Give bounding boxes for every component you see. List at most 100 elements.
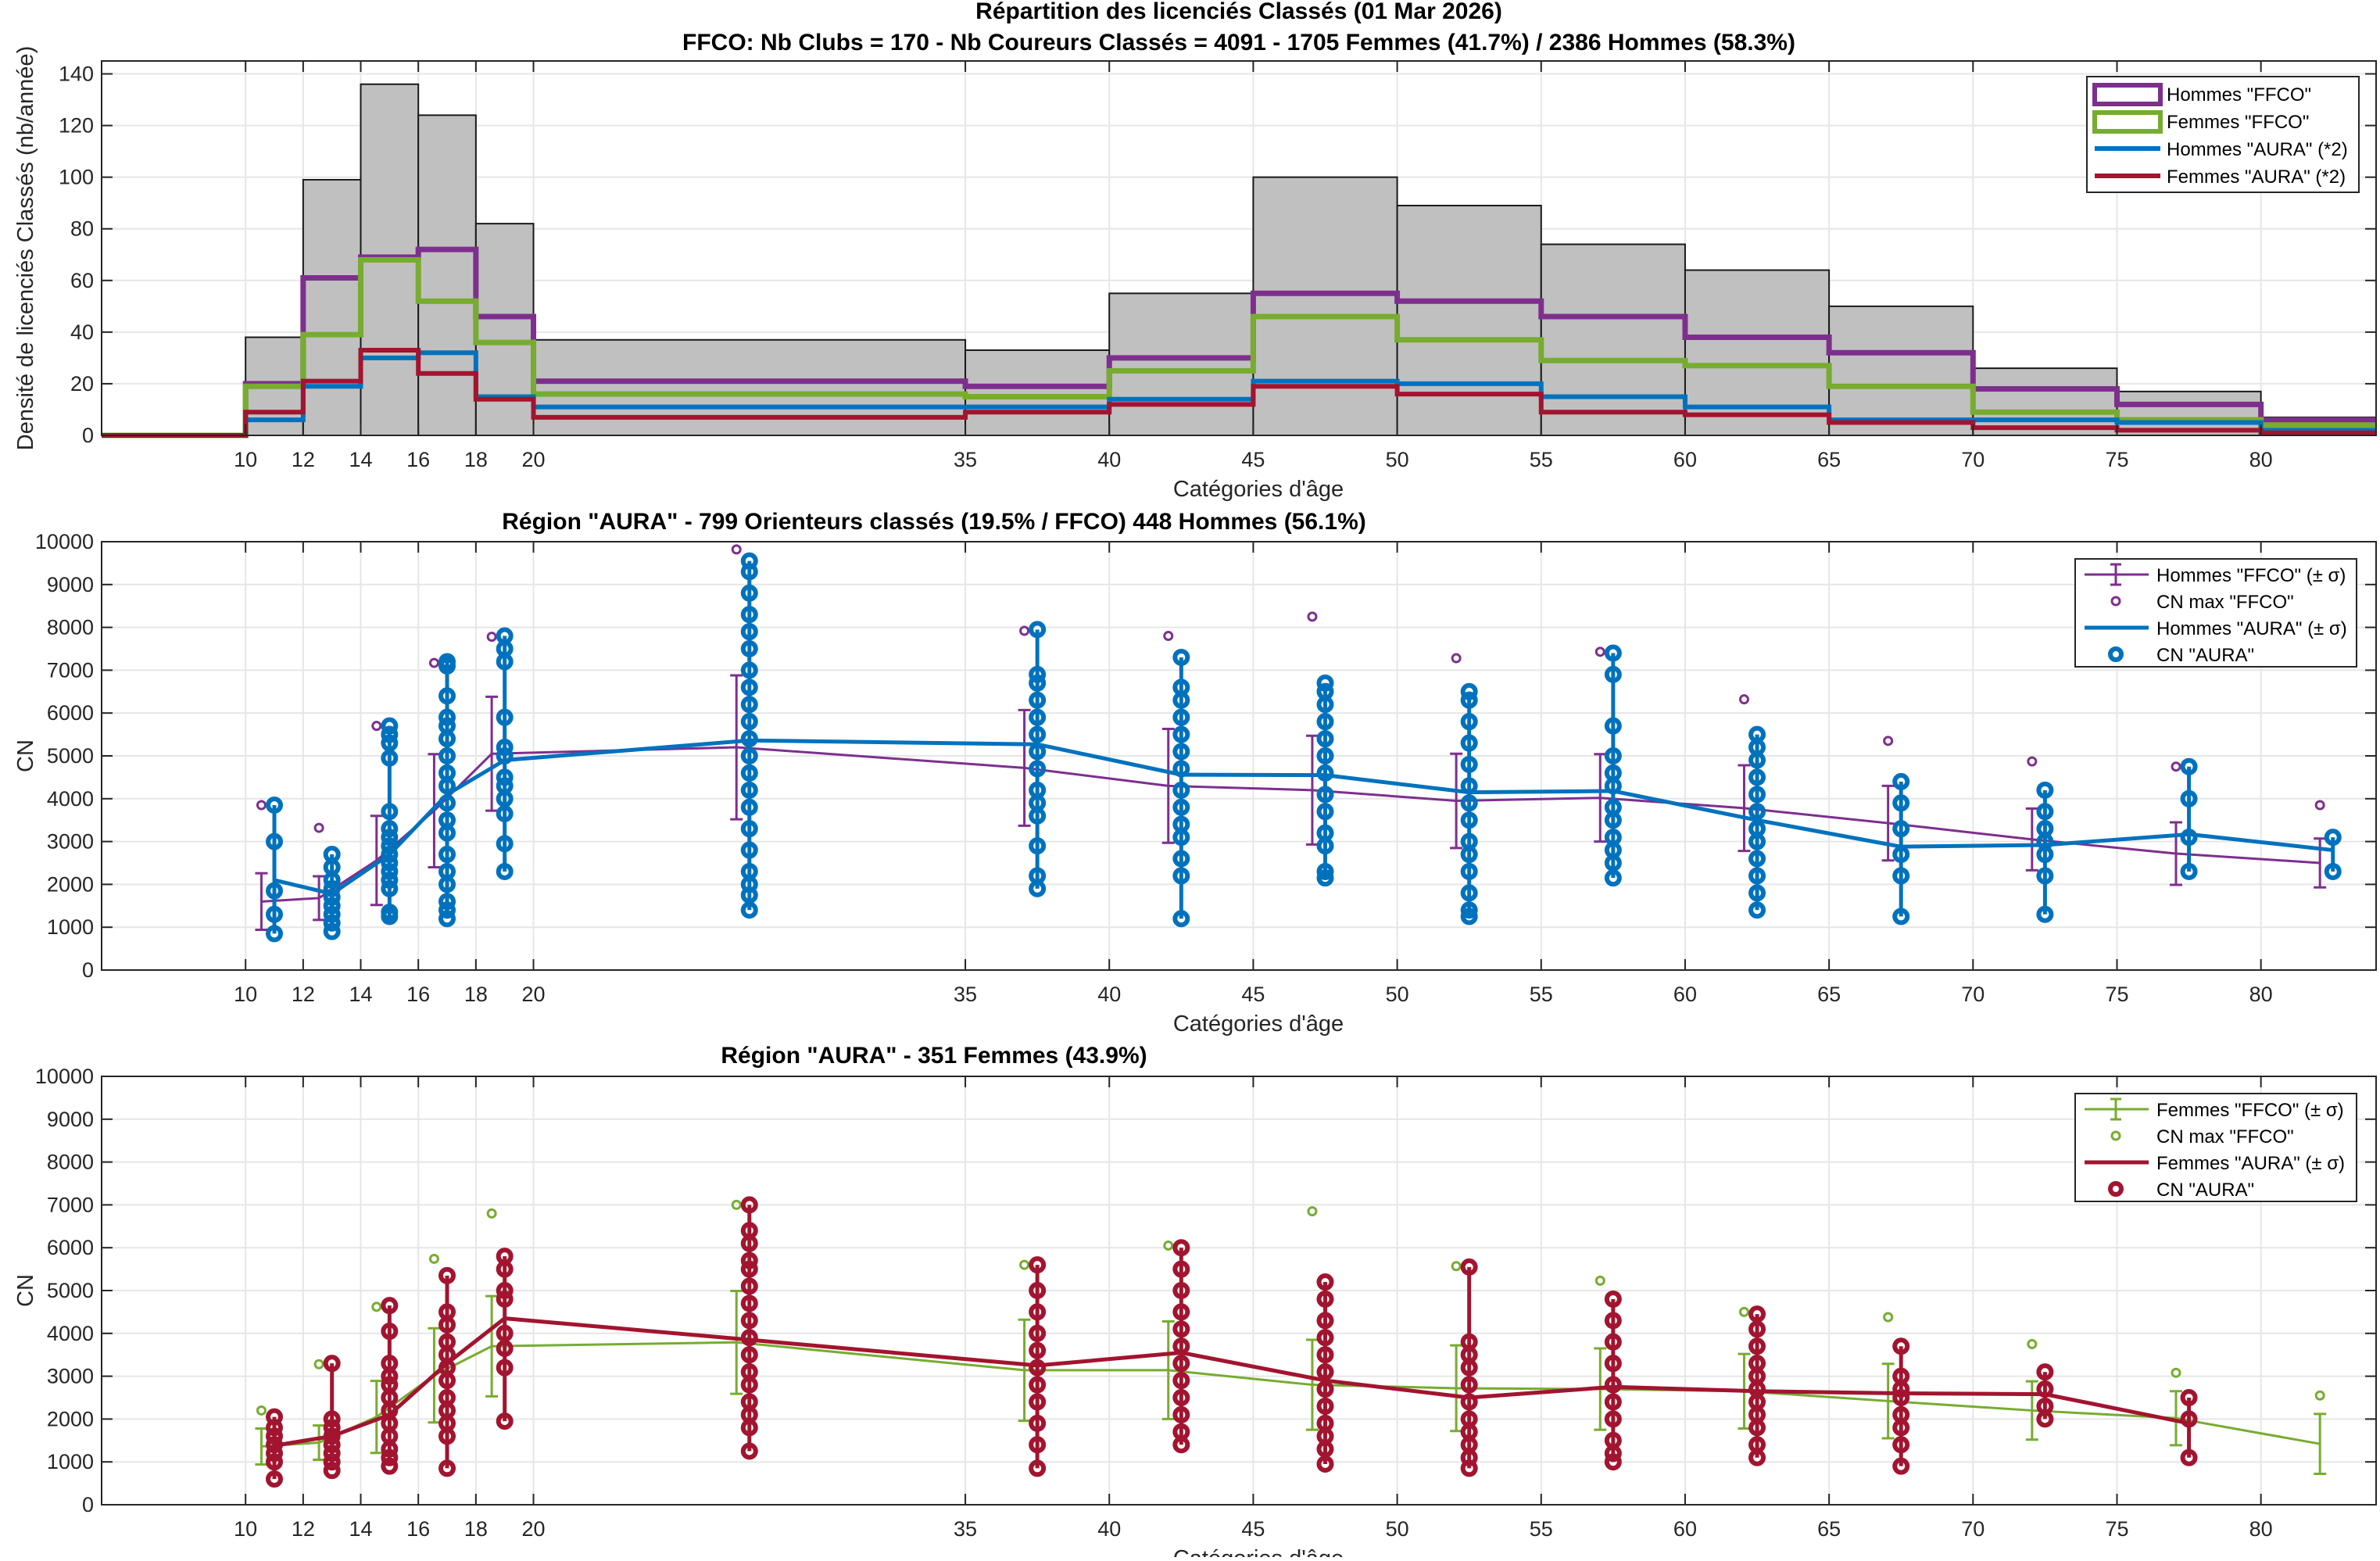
- aura-cn-point: [381, 1448, 399, 1466]
- y-tick-label: 9000: [47, 573, 94, 596]
- y-tick-label: 80: [70, 217, 94, 241]
- aura-cn-point: [740, 1294, 758, 1312]
- aura-cn-point: [1604, 1333, 1622, 1351]
- aura-cn-point: [381, 1457, 399, 1475]
- x-tick-label: 14: [349, 983, 372, 1006]
- aura-cn-point: [496, 1359, 514, 1377]
- aura-cn-point: [740, 1442, 758, 1460]
- aura-cn-point: [1316, 1273, 1334, 1291]
- aura-cn-point: [323, 1462, 341, 1480]
- x-tick-label: 18: [464, 983, 488, 1006]
- legend-label: Hommes "FFCO": [2167, 84, 2311, 106]
- aura-cn-point: [1604, 1431, 1622, 1449]
- x-tick-label: 10: [234, 1517, 257, 1541]
- aura-cn-point: [323, 846, 341, 864]
- aura-cn-point: [1748, 1337, 1766, 1355]
- x-tick-label: 10: [234, 448, 257, 471]
- ffco-max-marker: [428, 1253, 439, 1264]
- aura-cn-point: [323, 1445, 341, 1463]
- aura-cn-point: [1748, 768, 1766, 786]
- aura-cn-point: [1172, 1239, 1190, 1257]
- aura-cn-point: [381, 1376, 399, 1394]
- ffco-max-marker: [1594, 1275, 1605, 1286]
- y-tick-label: 100: [59, 166, 94, 189]
- ffco-max-marker: [1451, 653, 1462, 664]
- aura-cn-point: [438, 910, 456, 928]
- legend: Hommes "FFCO" Femmes "FFCO" Hommes "AURA" …: [2086, 76, 2360, 193]
- aura-cn-point: [740, 623, 758, 641]
- aura-cn-point: [438, 893, 456, 911]
- aura-cn-point: [2180, 1448, 2198, 1466]
- aura-cn-point: [740, 1251, 758, 1269]
- y-tick-label: 4000: [47, 1322, 94, 1345]
- aura-cn-point: [323, 1419, 341, 1437]
- aura-cn-point: [740, 696, 758, 714]
- aura-cn-point: [1604, 869, 1622, 887]
- aura-cn-point: [1748, 803, 1766, 821]
- aura-cn-point: [1892, 1337, 1910, 1355]
- aura-cn-point: [1892, 1367, 1910, 1385]
- aura-cn-point: [1460, 734, 1478, 752]
- femmes-chart-title: Région "AURA" - 351 Femmes (43.9%): [721, 1043, 1147, 1069]
- aura-cn-point: [1604, 747, 1622, 764]
- figure-subtitle: FFCO: Nb Clubs = 170 - Nb Coureurs Class…: [682, 30, 1795, 55]
- legend-swatch: [2092, 110, 2163, 134]
- y-tick-label: 3000: [47, 830, 94, 854]
- ffco-max-marker: [1307, 611, 1318, 622]
- x-tick-label: 50: [1386, 983, 1409, 1006]
- legend-marker: [2108, 646, 2124, 662]
- ffco-max-marker: [486, 632, 497, 643]
- aura-cn-point: [323, 1410, 341, 1428]
- aura-cn-point: [1172, 725, 1190, 743]
- aura-cn-point: [381, 829, 399, 847]
- x-tick-label: 40: [1097, 983, 1121, 1006]
- aura-cn-point: [1172, 678, 1190, 696]
- legend-marker: [2108, 1181, 2124, 1197]
- aura-cn-point: [1316, 1380, 1334, 1398]
- aura-cn-point: [266, 832, 284, 850]
- aura-cn-point: [740, 781, 758, 799]
- legend-marker: [2110, 1130, 2121, 1141]
- x-tick-label: 10: [234, 983, 257, 1006]
- aura-cn-point: [1172, 1355, 1190, 1373]
- aura-cn-point: [1460, 1410, 1478, 1428]
- aura-cn-point: [1172, 798, 1190, 816]
- aura-cn-point: [1748, 901, 1766, 919]
- aura-cn-point: [740, 1260, 758, 1278]
- y-tick-label: 8000: [47, 616, 94, 639]
- aura-cn-point: [740, 1277, 758, 1295]
- aura-cn-point: [266, 1427, 284, 1445]
- aura-cn-point: [323, 1436, 341, 1454]
- legend-box: [2074, 1093, 2357, 1202]
- x-tick-label: 55: [1530, 448, 1553, 471]
- aura-cn-point: [438, 653, 456, 671]
- series-femmes-ffco-stairs: [102, 256, 2376, 439]
- legend-label: Hommes "FFCO" (± σ): [2156, 565, 2346, 586]
- aura-cn-point: [2036, 803, 2054, 821]
- aura-cn-point: [1316, 1455, 1334, 1473]
- aura-cn-point: [2180, 862, 2198, 880]
- aura-cn-point: [2036, 820, 2054, 838]
- aura-cn-point: [438, 862, 456, 880]
- femmes-axes: 0 1000 2000 3000 4000 5000 6000 7000 8000 9000 100…: [13, 1065, 2377, 1561]
- legend-label: CN "AURA": [2156, 1180, 2254, 1201]
- x-tick-label: 55: [1530, 983, 1553, 1006]
- x-tick-label: 65: [1817, 1517, 1841, 1541]
- ffco-max-marker: [313, 1359, 324, 1369]
- y-tick-label: 120: [59, 114, 94, 138]
- histogram-bar: [302, 178, 362, 436]
- aura-cn-point: [1316, 1312, 1334, 1330]
- aura-cn-point: [1460, 1376, 1478, 1394]
- aura-cn-point: [496, 708, 514, 726]
- x-tick-label: 75: [2105, 448, 2128, 471]
- aura-cn-point: [2324, 829, 2342, 847]
- aura-cn-point: [1604, 1453, 1622, 1471]
- aura-cn-point: [740, 678, 758, 696]
- ffco-max-marker: [2171, 1367, 2181, 1378]
- x-tick-label: 16: [406, 448, 430, 471]
- ffco-max-marker: [371, 721, 382, 732]
- ffco-max-marker: [313, 822, 324, 833]
- ffco-max-marker: [1883, 736, 1894, 746]
- aura-cn-point: [1029, 1376, 1047, 1394]
